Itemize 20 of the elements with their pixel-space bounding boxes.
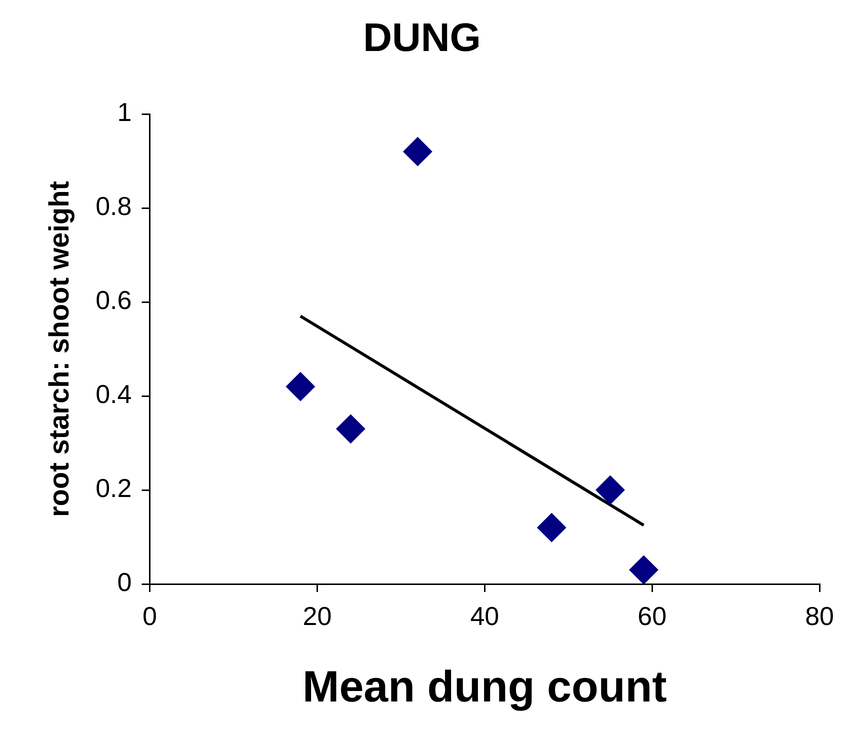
point <box>537 513 566 542</box>
x-axis-title: Mean dung count <box>302 662 668 712</box>
y-tick-label: 0 <box>117 567 132 598</box>
x-tick-label: 60 <box>638 600 667 631</box>
point <box>596 476 625 504</box>
chart-title: DUNG <box>363 16 481 60</box>
point <box>629 555 658 584</box>
y-axis-title: root starch: shoot weight <box>44 181 75 517</box>
x-tick-label: 20 <box>302 600 332 631</box>
x-tick-label: 80 <box>805 600 834 631</box>
y-tick-label: 0.6 <box>96 285 132 316</box>
y-tick-label: 0.4 <box>96 379 132 410</box>
point <box>403 137 432 166</box>
x-tick-label: 0 <box>142 600 157 631</box>
y-tick-label: 0.8 <box>96 191 132 222</box>
point <box>286 372 315 402</box>
x-tick-label: 40 <box>470 600 500 631</box>
y-tick-label: 1 <box>117 97 132 128</box>
point <box>336 414 366 444</box>
y-tick-label: 0.2 <box>96 473 132 504</box>
